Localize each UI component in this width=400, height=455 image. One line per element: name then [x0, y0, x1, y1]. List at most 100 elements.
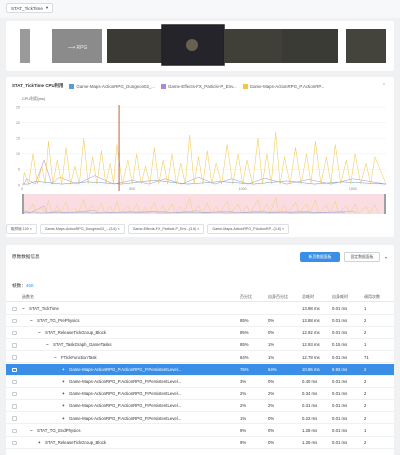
- thumbnail: [346, 29, 386, 63]
- legend-item-label: Game-Maps-ActionRPG_Dungeon02_...: [76, 83, 155, 89]
- filter-tag[interactable]: Game-Maps-ActionRPG_Dungeon02_...(3.6) ×: [39, 224, 125, 234]
- table-row[interactable]: + Game-Maps-ActionRPG_P.ActionRPG_P.Persi…: [6, 401, 394, 413]
- expand-toggle-icon[interactable]: −: [30, 317, 33, 323]
- column-header[interactable]: 百分比: [240, 293, 252, 299]
- chevron-up-icon[interactable]: ⌃: [381, 83, 386, 89]
- column-header[interactable]: 自身百分比: [268, 293, 288, 299]
- row-checkbox[interactable]: [12, 391, 17, 397]
- thumbnail: [282, 29, 338, 63]
- function-name: STAT_TickTime: [29, 305, 59, 311]
- new-panel-button[interactable]: 新页数据面板: [300, 252, 340, 262]
- self-time-cell: 0.15 ms: [332, 342, 348, 348]
- function-name: Game-Maps-ActionRPG_P.ActionRPG_P.Persis…: [69, 415, 182, 421]
- call-count-cell: 2: [364, 378, 367, 384]
- frame-count-value: 450: [25, 283, 34, 288]
- row-checkbox[interactable]: [12, 379, 17, 385]
- row-checkbox[interactable]: [12, 306, 17, 311]
- call-count-cell: 2: [364, 415, 367, 421]
- column-header[interactable]: 自身耗时: [332, 293, 348, 299]
- table-row[interactable]: − STAT_TickTime 13.98 ms 0.01 ms 1: [6, 303, 394, 315]
- row-checkbox[interactable]: [12, 318, 17, 324]
- table-row[interactable]: + Game-Maps-ActionRPG_P.ActionRPG_P.Persi…: [6, 376, 394, 388]
- column-header[interactable]: 总耗时: [302, 293, 314, 299]
- row-checkbox[interactable]: [12, 330, 17, 336]
- self-time-cell: 0.01 ms: [332, 403, 348, 409]
- y-tick-label: 20: [16, 121, 20, 125]
- filter-tag[interactable]: Game-Effects-FX_Particle-P_Env...(3.6) ×: [127, 224, 205, 234]
- pin-panel-button[interactable]: 固定数据面板: [344, 252, 380, 262]
- total-time-cell: 0.31 ms: [302, 403, 318, 409]
- row-checkbox[interactable]: [12, 355, 17, 360]
- self-percent-cell: 1%: [268, 342, 275, 348]
- row-checkbox[interactable]: [12, 440, 17, 446]
- function-name: STAT_ReleaseTickGroup_Block: [45, 330, 107, 336]
- stat-selector-dropdown[interactable]: STAT_TickTime ▾: [6, 3, 54, 13]
- chevron-down-icon[interactable]: ▾: [384, 254, 387, 260]
- row-checkbox[interactable]: [12, 343, 17, 348]
- call-count-cell: 2: [364, 330, 367, 336]
- filter-tag[interactable]: Game-Maps-ActionRPG_P.ActionRP...(3.6) ×: [207, 224, 290, 234]
- total-time-cell: 0.22 ms: [302, 415, 318, 421]
- percent-cell: 1%: [240, 415, 247, 421]
- table-row[interactable]: + STAT_ReleaseTickGroup_Block 9% 0% 1.26 ms 0…: [6, 437, 394, 449]
- percent-cell: 2%: [240, 391, 247, 397]
- function-name: STAT_TG_PrePhysics: [37, 317, 80, 323]
- legend-item[interactable]: Game-Maps-ActionRPG_Dungeon02_...: [69, 83, 155, 89]
- overview-series-line: [21, 196, 379, 214]
- expand-toggle-icon[interactable]: −: [54, 354, 57, 360]
- table-head: 函数名 百分比 自身百分比 总耗时 自身耗时 调用次数: [6, 292, 394, 302]
- self-time-cell: 0.01 ms: [332, 391, 348, 397]
- table-row[interactable]: − STAT_TG_EndPhysics 9% 0% 1.28 ms 0.01 ms 1: [6, 425, 394, 437]
- expand-toggle-icon[interactable]: −: [38, 330, 41, 336]
- self-percent-cell: 0%: [268, 415, 275, 421]
- function-name: Game-Maps-ActionRPG_P.ActionRPG_P.Persis…: [69, 378, 182, 384]
- table-row[interactable]: − STAT_TaskGraph_GameTasks 85% 1% 12.93 ms 0.…: [6, 340, 394, 352]
- self-time-cell: 0.01 ms: [332, 415, 348, 421]
- function-name: FTickFunctionTask: [61, 354, 97, 360]
- self-time-cell: 0.01 ms: [332, 439, 348, 445]
- legend-item-label: Game-Effects-FX_Particle-P_Env...: [168, 83, 237, 89]
- table-row[interactable]: − STAT_ReleaseTickGroup_Block 85% 0% 12.92 m…: [6, 327, 394, 339]
- x-tick-label: 1000: [239, 187, 247, 191]
- expand-toggle-icon[interactable]: −: [30, 427, 33, 433]
- thumbnail-scene-mark: [186, 39, 198, 51]
- y-tick-label: 10: [16, 152, 20, 156]
- legend-swatch: [69, 83, 75, 89]
- table-row[interactable]: − STAT_TG_PrePhysics 85% 0% 13.88 ms 0.01 ms 2: [6, 315, 394, 327]
- total-time-cell: 13.98 ms: [302, 305, 320, 311]
- expand-toggle-icon[interactable]: +: [62, 415, 65, 421]
- expand-toggle-icon[interactable]: −: [46, 342, 49, 348]
- percent-cell: 75%: [240, 366, 249, 372]
- expand-toggle-icon[interactable]: +: [62, 403, 65, 409]
- expand-toggle-icon[interactable]: +: [62, 391, 65, 397]
- legend-item[interactable]: Game-Effects-FX_Particle-P_Env...: [161, 83, 237, 89]
- table-row[interactable]: − FTickFunctionTask 84% 1% 12.78 ms 0.01 ms 71: [6, 352, 394, 364]
- row-checkbox[interactable]: [12, 416, 17, 421]
- column-header[interactable]: 函数名: [22, 293, 34, 299]
- expand-toggle-icon[interactable]: −: [22, 305, 25, 311]
- row-checkbox[interactable]: [12, 404, 17, 409]
- self-time-cell: 0.01 ms: [332, 354, 348, 360]
- call-count-cell: 1: [364, 305, 367, 311]
- table-row[interactable]: + Game-Maps-ActionRPG_P.ActionRPG_P.Persi…: [6, 364, 394, 376]
- x-tick-label: 500: [129, 187, 135, 191]
- x-tick-label: 1500: [349, 187, 357, 191]
- expand-toggle-icon[interactable]: +: [38, 439, 41, 445]
- expand-toggle-icon[interactable]: +: [62, 366, 65, 372]
- column-header[interactable]: 调用次数: [364, 293, 380, 299]
- y-tick-label: 0: [18, 183, 20, 187]
- range-handle-right: [384, 194, 386, 214]
- row-checkbox[interactable]: [12, 367, 17, 372]
- legend-title: STAT_TickTime CPU利用: [12, 83, 64, 88]
- legend-item[interactable]: Game-Maps-ActionRPG_P.ActionRP...: [242, 83, 324, 89]
- filter-tag[interactable]: 取样帧 100 ×: [6, 224, 37, 234]
- table-row[interactable]: + Game-Maps-ActionRPG_P.ActionRPG_P.Persi…: [6, 413, 394, 425]
- self-percent-cell: 0%: [268, 378, 275, 384]
- table-row[interactable]: + Game-Maps-ActionRPG_P.ActionRPG_P.Persi…: [6, 388, 394, 400]
- row-checkbox[interactable]: [12, 428, 17, 433]
- expand-toggle-icon[interactable]: +: [62, 378, 65, 384]
- y-axis-label: CPU利用(ms): [22, 96, 46, 101]
- y-tick-label: 15: [16, 137, 20, 141]
- self-percent-cell: 2%: [268, 403, 275, 409]
